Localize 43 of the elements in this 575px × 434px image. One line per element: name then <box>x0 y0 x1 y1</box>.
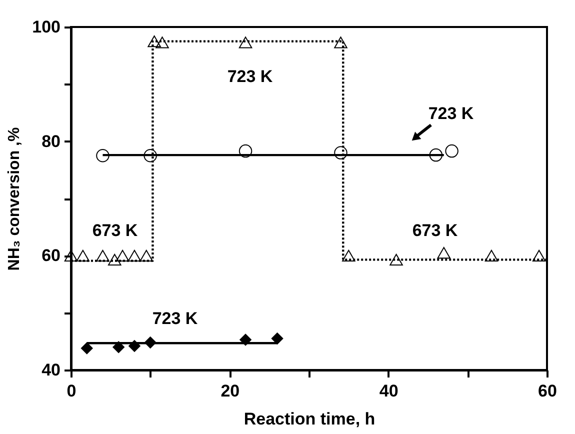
point <box>334 146 348 160</box>
annotation: 673 K <box>92 221 138 240</box>
y-axis-title: NH₃ conversion ,% <box>6 127 24 271</box>
x-tick-label: 0 <box>66 382 76 400</box>
annotation: 673 K <box>412 221 458 240</box>
y-tick-label: 80 <box>42 132 60 151</box>
point <box>128 250 142 262</box>
point <box>437 247 450 259</box>
point <box>112 341 125 354</box>
annotation: 723 K <box>428 104 474 123</box>
point <box>128 340 141 352</box>
point <box>445 144 458 158</box>
point <box>342 250 356 262</box>
point <box>239 334 252 346</box>
point <box>96 149 110 162</box>
point <box>532 250 546 262</box>
x-tick-label: 60 <box>538 382 557 400</box>
point <box>108 254 122 266</box>
point <box>80 342 93 354</box>
x-axis-title: Reaction time, h <box>244 410 376 428</box>
y-tick-label: 60 <box>42 246 60 266</box>
point <box>238 36 252 48</box>
point <box>144 336 156 349</box>
point <box>96 250 110 262</box>
point <box>116 250 130 262</box>
point <box>429 148 443 162</box>
x-tick-label: 40 <box>379 382 398 400</box>
point <box>64 250 78 262</box>
point <box>148 35 161 48</box>
annotation: 723 K <box>227 67 274 86</box>
point <box>271 332 284 345</box>
y-tick-label: 100 <box>32 18 60 36</box>
point <box>144 149 157 162</box>
point <box>390 254 403 266</box>
point <box>334 36 348 48</box>
point <box>484 250 498 262</box>
point <box>238 144 252 158</box>
point <box>76 250 90 262</box>
x-tick-label: 20 <box>220 382 240 400</box>
annotation: 723 K <box>152 309 198 328</box>
y-tick-label: 40 <box>42 360 60 380</box>
point <box>156 36 169 48</box>
point <box>140 250 153 262</box>
